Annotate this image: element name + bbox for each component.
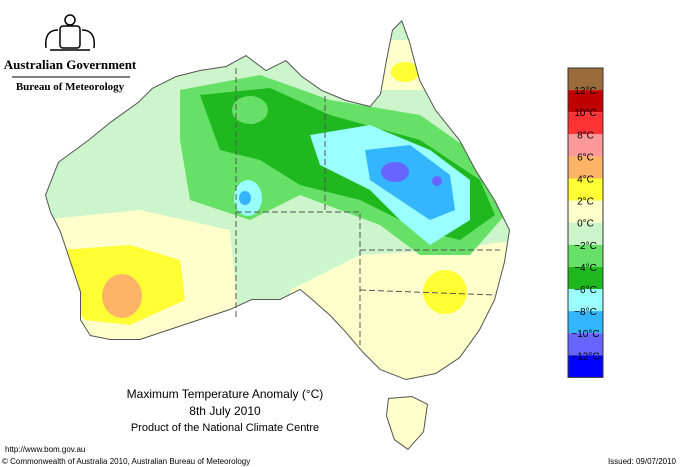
legend-swatch	[568, 355, 603, 378]
legend-label: 10°C	[574, 108, 596, 119]
legend-label: 8°C	[577, 130, 594, 141]
legend-swatch	[568, 90, 603, 113]
legend-swatch	[568, 200, 603, 223]
legend-label: 2°C	[577, 197, 594, 208]
legend-label: −10°C	[571, 329, 599, 340]
legend: 12°C 10°C 8°C 6°C 4°C 2°C 0°C −2°C −4°C −6°C −8°C −…	[567, 67, 604, 378]
legend-swatch	[568, 156, 603, 179]
legend-label: 12°C	[574, 86, 596, 97]
government-name: Australian Government	[4, 57, 137, 72]
map-title: Maximum Temperature Anomaly (°C)	[127, 387, 324, 401]
map-date: 8th July 2010	[189, 404, 261, 418]
state-borders	[235, 68, 500, 345]
legend-swatch	[568, 333, 603, 356]
legend-label: 4°C	[577, 175, 594, 186]
coat-of-arms	[45, 14, 95, 51]
legend-label: −2°C	[574, 241, 597, 252]
legend-label: −6°C	[574, 285, 597, 296]
legend-swatch	[568, 68, 603, 91]
legend-swatch	[568, 289, 603, 312]
footer-copyright: © Commonwealth of Australia 2010, Austra…	[2, 457, 250, 466]
legend-swatch	[568, 178, 603, 201]
bureau-name: Bureau of Meteorology	[16, 81, 125, 93]
footer-url: http://www.bom.gov.au	[5, 445, 85, 454]
legend-swatch	[568, 112, 603, 135]
legend-swatch	[568, 266, 603, 289]
footer-issued: Issued: 09/07/2010	[608, 457, 677, 466]
legend-swatch	[568, 222, 603, 245]
legend-swatch	[568, 244, 603, 267]
legend-label: −8°C	[574, 307, 597, 318]
legend-label: 0°C	[577, 219, 594, 230]
legend-label: −4°C	[574, 263, 597, 274]
legend-frame	[567, 67, 604, 378]
legend-label: −12°C	[571, 351, 599, 362]
map-product: Product of the National Climate Centre	[131, 422, 319, 434]
legend-label: 6°C	[577, 152, 594, 163]
legend-swatch	[568, 134, 603, 157]
legend-swatch	[568, 311, 603, 334]
